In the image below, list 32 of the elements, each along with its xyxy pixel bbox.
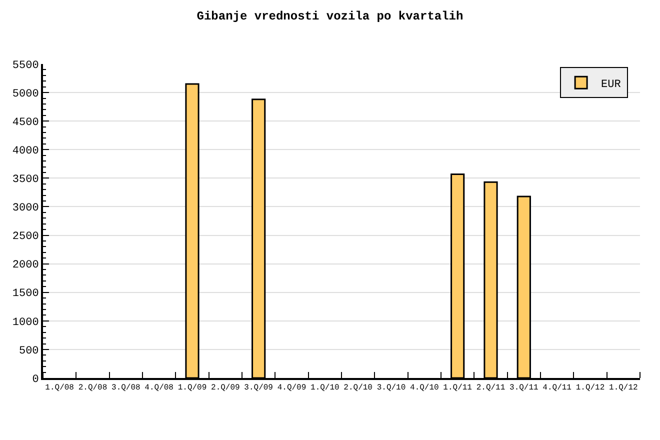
y-tick-label: 5000	[12, 88, 39, 100]
x-tick-label: 2.Q/08	[78, 384, 108, 393]
x-tick-label: 2.Q/11	[476, 384, 506, 393]
y-tick-label: 500	[18, 345, 39, 358]
y-tick-label: 5500	[12, 60, 39, 72]
y-tick-label: 1000	[12, 316, 39, 329]
x-tick-label: 2.Q/10	[344, 384, 373, 393]
x-tick-label: 4.Q/08	[144, 384, 174, 393]
chart-title: Gibanje vrednosti vozila po kvartalih	[196, 9, 464, 24]
y-tick-label: 3500	[12, 174, 39, 186]
x-tick-label: 1.Q/12	[576, 384, 605, 393]
legend-label: EUR	[601, 78, 622, 91]
x-tick-label: 1.Q/10	[310, 384, 340, 393]
x-tick-label: 3.Q/10	[376, 384, 406, 393]
y-tick-label: 2500	[12, 231, 39, 244]
y-tick-label: 3000	[12, 202, 39, 215]
x-tick-label: 4.Q/09	[277, 384, 306, 393]
x-tick-label: 1.Q/08	[45, 384, 74, 393]
x-tick-label: 3.Q/08	[112, 384, 141, 393]
x-tick-label: 4.Q/10	[410, 384, 440, 393]
x-tick-label: 1.Q/12	[609, 384, 638, 393]
x-tick-label: 1.Q/11	[443, 384, 472, 393]
x-tick-label: 1.Q/09	[178, 384, 207, 393]
y-tick-label: 4500	[12, 116, 39, 129]
y-tick-label: 1500	[12, 288, 39, 300]
x-tick-label: 3.Q/11	[510, 384, 539, 393]
y-tick-label: 2000	[12, 260, 39, 272]
x-tick-label: 4.Q/11	[542, 384, 572, 393]
y-tick-label: 0	[32, 374, 39, 386]
x-tick-label: 2.Q/09	[211, 384, 240, 393]
y-tick-label: 4000	[12, 145, 39, 158]
x-tick-label: 3.Q/09	[244, 384, 274, 393]
